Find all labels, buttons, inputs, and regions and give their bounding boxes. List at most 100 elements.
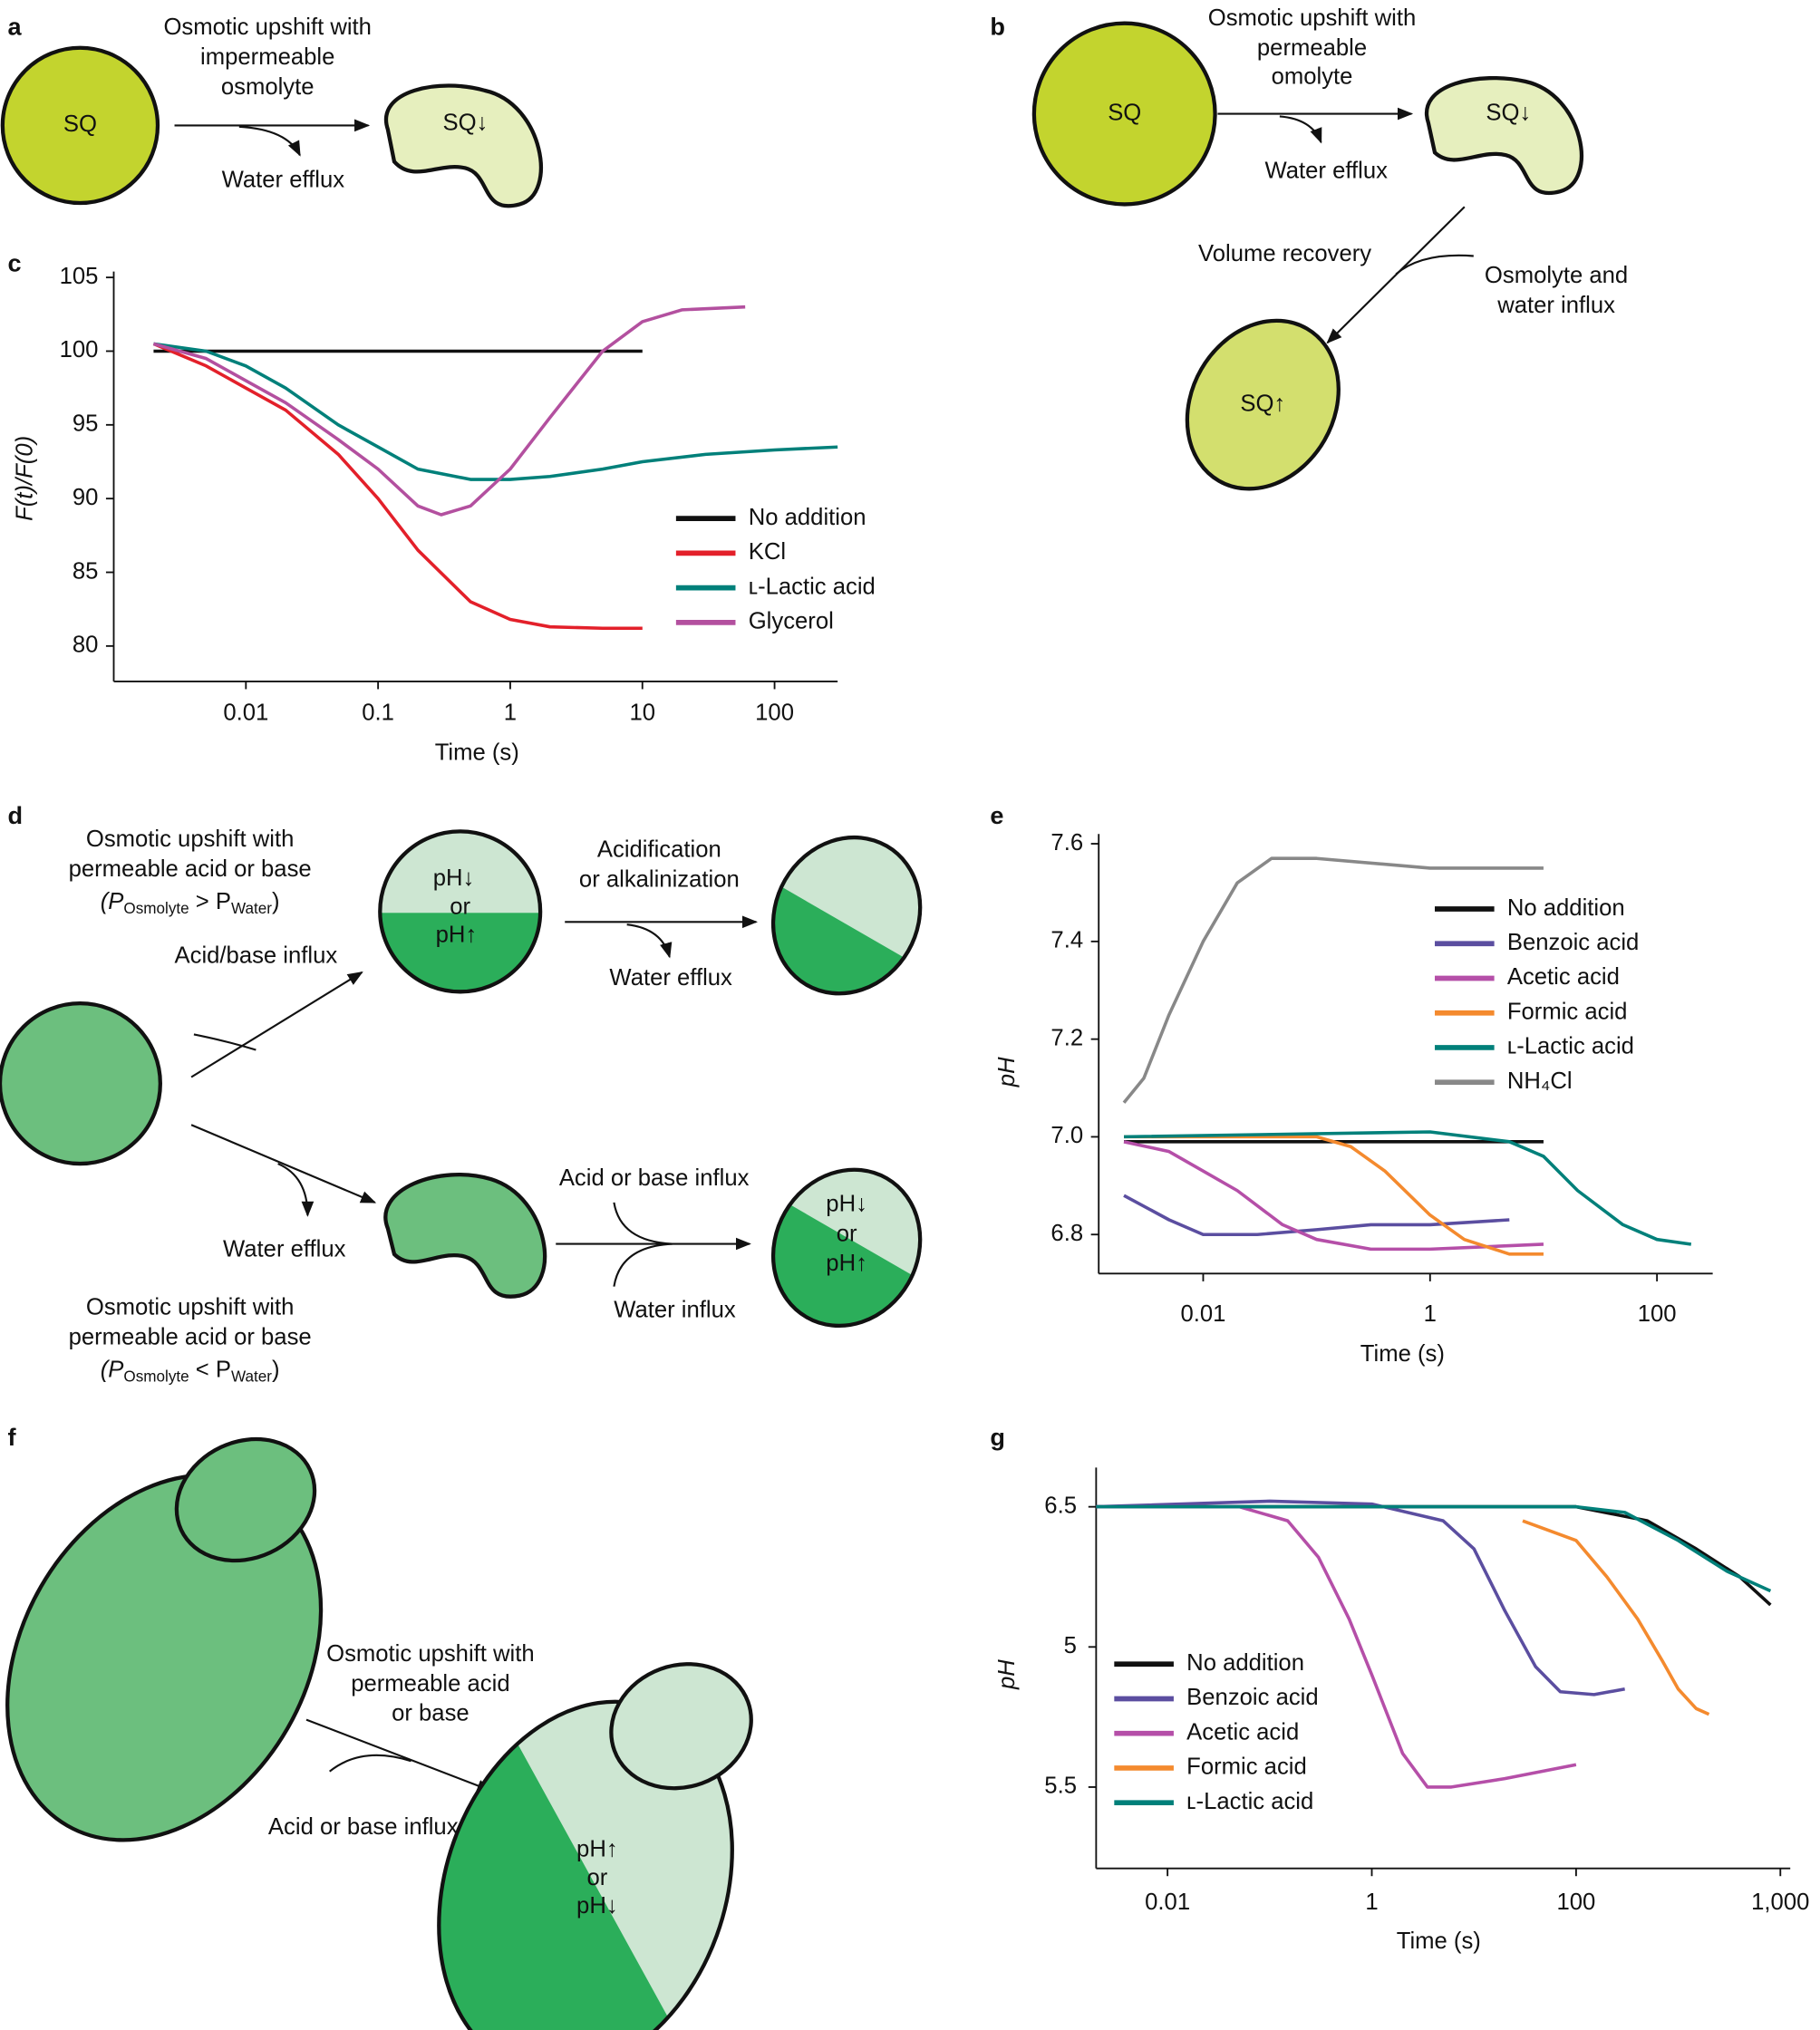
y-axis-label: F(t)/F(0) [12, 436, 37, 521]
legend-label: No addition [1186, 1650, 1304, 1676]
shrunk-cell [383, 1173, 547, 1299]
condition-text: Osmotic upshift with [86, 826, 295, 852]
series-line [153, 342, 838, 481]
panel-label: d [8, 801, 24, 829]
text-part: Osmolyte [123, 1368, 189, 1385]
arrow-text: omolyte [1272, 63, 1353, 89]
y-tick-label: 7.6 [1050, 830, 1083, 856]
x-axis-label: Time (s) [1397, 1928, 1481, 1954]
panel-label: a [8, 13, 23, 41]
process-text: or alkalinization [579, 866, 740, 892]
x-tick-label: 100 [1638, 1301, 1677, 1327]
arrow-text: impermeable [200, 44, 334, 70]
legend-label: NH₄Cl [1507, 1068, 1573, 1094]
cell-label: pH↑ [576, 1836, 618, 1861]
series-line [1123, 1194, 1510, 1237]
chart: c 80 85 90 95 100 105 0.01 0.1 1 10 100 Time (s) F(t)… [8, 249, 876, 766]
x-tick-label: 0.1 [362, 700, 394, 725]
text-part: Water [231, 1368, 272, 1385]
y-axis-label: pH [994, 1659, 1020, 1690]
influx-text: water influx [1496, 293, 1615, 318]
arrow [626, 923, 673, 959]
cell-label: or [586, 1865, 607, 1890]
y-axis-label: pH [994, 1057, 1020, 1088]
legend-label: KCl [749, 539, 786, 565]
series-line [152, 304, 746, 517]
x-tick-label: 1 [1365, 1890, 1378, 1915]
legend-label: ʟ-Lactic acid [749, 574, 876, 599]
condition-text: Osmotic upshift with [86, 1295, 295, 1320]
condition-text: (POsmolyte > PWater) [101, 889, 280, 917]
split-cell [437, 1662, 753, 2030]
legend-label: Acetic acid [1186, 1719, 1299, 1745]
text-part: Water [231, 900, 272, 917]
influx-text: Acid/base influx [175, 943, 338, 969]
legend-label: Formic acid [1507, 999, 1628, 1024]
cell [0, 45, 160, 206]
x-axis-label: Time (s) [1360, 1341, 1445, 1367]
legend-label: ʟ-Lactic acid [1507, 1034, 1634, 1059]
cell-label: SQ [63, 111, 97, 137]
x-tick-label: 1 [1424, 1301, 1437, 1327]
series-line [1123, 1140, 1544, 1252]
y-tick-label: 5 [1064, 1633, 1077, 1658]
condition-text: (POsmolyte < PWater) [101, 1357, 280, 1385]
shrunk-cell [1424, 75, 1583, 196]
series-line [1122, 856, 1544, 1104]
series-line [1123, 1130, 1692, 1246]
y-tick-label: 85 [73, 558, 99, 584]
cell [1031, 21, 1217, 207]
panel-b: b SQ Osmotic upshift with permeable omol… [990, 5, 1628, 491]
panel-a: a SQ Osmotic upshift with impermeable os… [0, 13, 543, 208]
series-line [1522, 1519, 1710, 1716]
efflux-text: Water efflux [223, 1236, 346, 1262]
split-cell [378, 829, 543, 994]
x-axis-label: Time (s) [435, 740, 519, 766]
arrow [277, 1163, 315, 1217]
series-line [1096, 1504, 1772, 1607]
panel-d: d Osmotic upshift with permeable acid or… [0, 801, 923, 1385]
arrow [190, 972, 363, 1078]
series-line [1096, 1499, 1625, 1696]
cell-label: SQ↓ [1486, 100, 1531, 125]
cell-label: SQ↑ [1240, 391, 1285, 416]
y-tick-label: 90 [73, 485, 99, 510]
arrow [613, 1242, 673, 1287]
text-part: (P [101, 1357, 124, 1382]
series-line [152, 342, 643, 631]
panel-label: b [990, 13, 1005, 41]
x-tick-label: 0.01 [223, 700, 268, 725]
y-tick-label: 95 [73, 411, 99, 437]
influx-text: Osmolyte and [1485, 263, 1628, 288]
chart: e 6.8 7.0 7.2 7.4 7.6 0.01 1 100 Time (s) pH No add… [990, 801, 1713, 1367]
x-tick-label: 100 [755, 700, 794, 725]
legend-label: ʟ-Lactic acid [1186, 1789, 1313, 1814]
legend-label: Glycerol [749, 609, 834, 634]
arrow [1395, 254, 1474, 276]
cell-label: pH↓ [826, 1192, 867, 1217]
x-tick-label: 1 [504, 700, 517, 725]
efflux-text: Water efflux [222, 168, 345, 193]
arrow [1326, 206, 1466, 344]
x-tick-label: 0.01 [1181, 1301, 1226, 1327]
x-tick-label: 10 [629, 700, 655, 725]
cell-label: pH↓ [576, 1893, 618, 1919]
y-tick-label: 7.2 [1050, 1025, 1083, 1050]
cell-label: pH↑ [826, 1251, 867, 1276]
split-cell [770, 1167, 923, 1329]
legend-label: No addition [749, 505, 866, 530]
panel-f: f Osmotic upshift with permeable acid or… [5, 1423, 753, 2030]
text-part: > P [189, 889, 231, 914]
cell-label: or [450, 894, 470, 919]
y-tick-label: 80 [73, 633, 99, 658]
y-tick-label: 5.5 [1044, 1774, 1077, 1799]
y-tick-label: 7.0 [1050, 1123, 1083, 1148]
y-tick-label: 100 [60, 337, 99, 362]
arrow-text: or base [392, 1701, 470, 1726]
cell [0, 1001, 162, 1166]
condition-text: permeable acid or base [69, 1324, 312, 1349]
panel-label: f [8, 1423, 17, 1451]
influx-text: Acid or base influx [559, 1165, 750, 1191]
y-tick-label: 7.4 [1050, 928, 1083, 953]
arrow-text: Osmotic upshift with [326, 1641, 535, 1667]
